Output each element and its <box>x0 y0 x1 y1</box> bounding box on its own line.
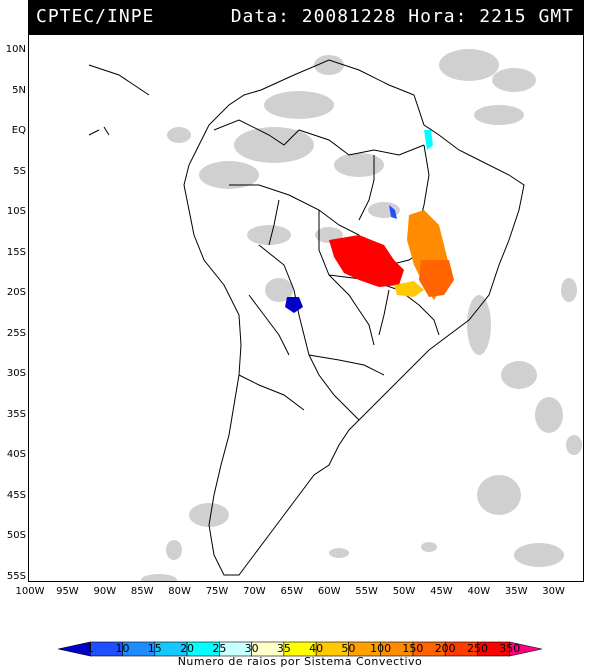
source-label: CPTEC/INPE <box>36 6 155 27</box>
legend-value-label: 350 <box>499 642 521 655</box>
longitude-label: 55W <box>355 586 378 597</box>
longitude-label: 100W <box>15 586 45 597</box>
longitude-label: 70W <box>243 586 266 597</box>
latitude-label: 35S <box>6 408 26 420</box>
longitude-label: 30W <box>542 586 565 597</box>
legend-value-label: 10 <box>115 642 130 655</box>
latitude-label: 20S <box>6 287 26 298</box>
longitude-label: 35W <box>504 586 528 597</box>
longitude-label: 80W <box>168 586 191 597</box>
longitude-label: 40W <box>467 586 491 597</box>
legend-value-label: 200 <box>434 642 456 655</box>
latitude-label: 5N <box>12 84 26 96</box>
map-header: CPTEC/INPE Data: 20081228 Hora: 2215 GMT <box>28 0 584 34</box>
latitude-label: 55S <box>6 570 26 582</box>
legend-swatch <box>58 641 91 657</box>
latitude-label: 40S <box>6 449 26 460</box>
latitude-label: 5S <box>13 165 26 177</box>
legend-swatch <box>509 641 542 657</box>
legend-value-label: 20 <box>180 642 195 655</box>
legend-value-label: 40 <box>309 642 324 655</box>
date-time-label: Data: 20081228 Hora: 2215 GMT <box>230 6 574 27</box>
legend-value-label: 150 <box>402 642 424 655</box>
legend-value-label: 30 <box>244 642 259 655</box>
latitude-label: 15S <box>6 246 26 258</box>
legend-value-label: 1 <box>86 642 94 655</box>
latitude-label: 10S <box>6 206 26 217</box>
longitude-label: 60W <box>317 586 341 597</box>
longitude-label: 75W <box>205 586 229 597</box>
longitude-label: 65W <box>280 586 304 597</box>
latitude-label: EQ <box>11 125 26 136</box>
legend-value-label: 50 <box>341 642 356 655</box>
longitude-label: 95W <box>56 586 79 597</box>
legend-title: Numero de raios por Sistema Convectivo <box>177 655 423 668</box>
latitude-label: 30S <box>6 368 26 379</box>
longitude-label: 45W <box>430 586 453 597</box>
latitude-label: 45S <box>6 489 26 501</box>
longitude-label: 50W <box>392 586 416 597</box>
cloud-cover <box>141 49 582 581</box>
latitude-label: 25S <box>6 327 26 339</box>
longitude-label: 85W <box>130 586 154 597</box>
map-canvas <box>88 49 582 581</box>
lightning-systems <box>285 130 454 313</box>
legend-value-label: 15 <box>147 642 162 655</box>
legend-value-label: 100 <box>370 642 392 655</box>
longitude-label: 90W <box>93 586 117 597</box>
latitude-label: 10N <box>5 44 26 55</box>
legend-value-label: 25 <box>212 642 227 655</box>
legend-value-label: 250 <box>466 642 488 655</box>
map-panel <box>28 34 584 582</box>
color-legend <box>58 641 542 657</box>
legend-value-label: 35 <box>276 642 291 655</box>
latitude-label: 50S <box>6 530 26 541</box>
